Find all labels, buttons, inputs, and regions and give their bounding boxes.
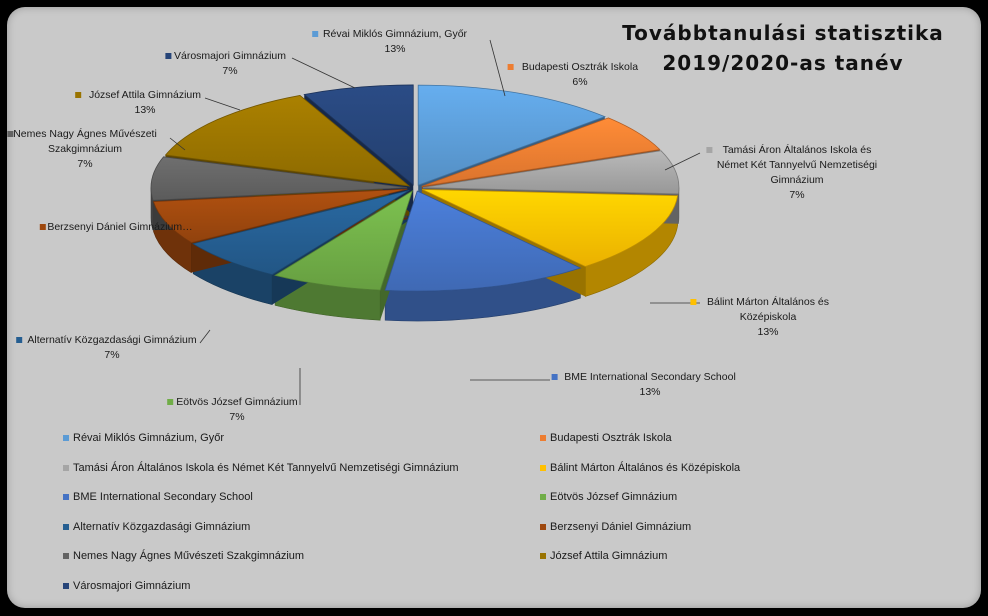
legend-item: Nemes Nagy Ágnes Művészeti Szakgimnázium xyxy=(63,550,304,562)
data-label: Városmajori Gimnázium 7% xyxy=(174,50,286,77)
data-label-swatch xyxy=(75,92,82,98)
legend-swatch xyxy=(540,523,546,530)
legend-swatch xyxy=(540,553,546,559)
pie-slice xyxy=(421,189,679,267)
leader-line xyxy=(169,137,186,151)
leader-line xyxy=(664,152,701,171)
leader-line xyxy=(291,57,356,89)
leader-line xyxy=(204,97,241,111)
data-label: Eötvös József Gimnázium 7% xyxy=(176,396,298,423)
legend-label: Révai Miklós Gimnázium, Győr xyxy=(73,432,224,444)
pie-slice xyxy=(422,150,680,195)
data-label: József Attila Gimnázium 13% xyxy=(89,89,201,116)
data-label-swatch xyxy=(7,131,14,137)
legend-swatch xyxy=(540,464,546,471)
data-label-swatch xyxy=(507,64,514,70)
legend-label: József Attila Gimnázium xyxy=(550,550,668,562)
pie-slice xyxy=(150,156,408,201)
data-label-swatch xyxy=(167,399,174,405)
pie-slice xyxy=(274,190,414,291)
legend-swatch xyxy=(63,464,69,471)
data-label: Bálint Márton Általános és Középiskola 13% xyxy=(707,295,829,338)
pie-slice xyxy=(303,84,414,186)
legend-item: Révai Miklós Gimnázium, Győr xyxy=(63,432,224,444)
legend-item: Városmajori Gimnázium xyxy=(63,580,190,592)
leader-line xyxy=(489,39,506,97)
pie-slice xyxy=(164,95,411,187)
legend-swatch xyxy=(63,582,69,589)
data-label: Budapesti Osztrák Iskola 6% xyxy=(522,61,638,88)
legend-item: Alternatív Közgazdasági Gimnázium xyxy=(63,521,250,533)
legend-label: Városmajori Gimnázium xyxy=(73,579,191,592)
legend-item: Budapesti Osztrák Iskola xyxy=(540,432,672,444)
data-label: Tamási Áron Általános Iskola és Német Két… xyxy=(717,143,877,201)
legend-swatch xyxy=(540,494,546,500)
data-label-swatch xyxy=(706,147,713,153)
data-label-swatch xyxy=(551,374,558,380)
pie-slice xyxy=(421,117,661,187)
data-label: Alternatív Közgazdasági Gimnázium 7% xyxy=(27,334,196,361)
pie-slice xyxy=(384,190,582,292)
data-label: Berzsenyi Dániel Gimnázium… xyxy=(47,221,192,233)
data-label-swatch xyxy=(165,53,172,59)
legend-item: BME International Secondary School xyxy=(63,491,253,503)
data-label-swatch xyxy=(690,299,697,305)
data-label: Nemes Nagy Ágnes Művészeti Szakgimnázium 7… xyxy=(13,127,157,170)
legend-item: Eötvös József Gimnázium xyxy=(540,491,677,503)
legend-swatch xyxy=(63,494,69,500)
legend-label: Alternatív Közgazdasági Gimnázium xyxy=(73,520,251,533)
data-label-swatch xyxy=(39,224,46,230)
legend-swatch xyxy=(63,523,69,530)
data-label: BME International Secondary School 13% xyxy=(564,371,736,398)
legend-label: Budapesti Osztrák Iskola xyxy=(550,432,672,444)
legend-swatch xyxy=(63,435,69,441)
legend-swatch xyxy=(63,553,69,559)
legend-item: Tamási Áron Általános Iskola és Német Ké… xyxy=(63,462,459,474)
data-label-swatch xyxy=(312,31,319,37)
legend-item: József Attila Gimnázium xyxy=(540,550,667,562)
legend-label: Tamási Áron Általános Iskola és Német Ké… xyxy=(73,461,459,474)
legend-label: Nemes Nagy Ágnes Művészeti Szakgimnázium xyxy=(73,550,305,562)
legend-item: Berzsenyi Dániel Gimnázium xyxy=(540,521,691,533)
legend-label: BME International Secondary School xyxy=(73,491,253,503)
legend-item: Bálint Márton Általános és Középiskola xyxy=(540,462,740,474)
pie-slice xyxy=(152,188,408,244)
data-label: Révai Miklós Gimnázium, Győr 13% xyxy=(323,28,468,55)
legend-label: Bálint Márton Általános és Középiskola xyxy=(550,461,741,474)
legend-label: Berzsenyi Dániel Gimnázium xyxy=(550,520,692,533)
data-label-swatch xyxy=(16,337,23,343)
leader-line xyxy=(199,329,211,344)
chart-title: Továbbtanulási statisztika 2019/2020-as … xyxy=(622,21,944,75)
legend-swatch xyxy=(540,435,546,441)
pie-slice xyxy=(417,84,606,186)
pie-slice xyxy=(192,189,410,276)
legend-label: Eötvös József Gimnázium xyxy=(550,491,678,503)
